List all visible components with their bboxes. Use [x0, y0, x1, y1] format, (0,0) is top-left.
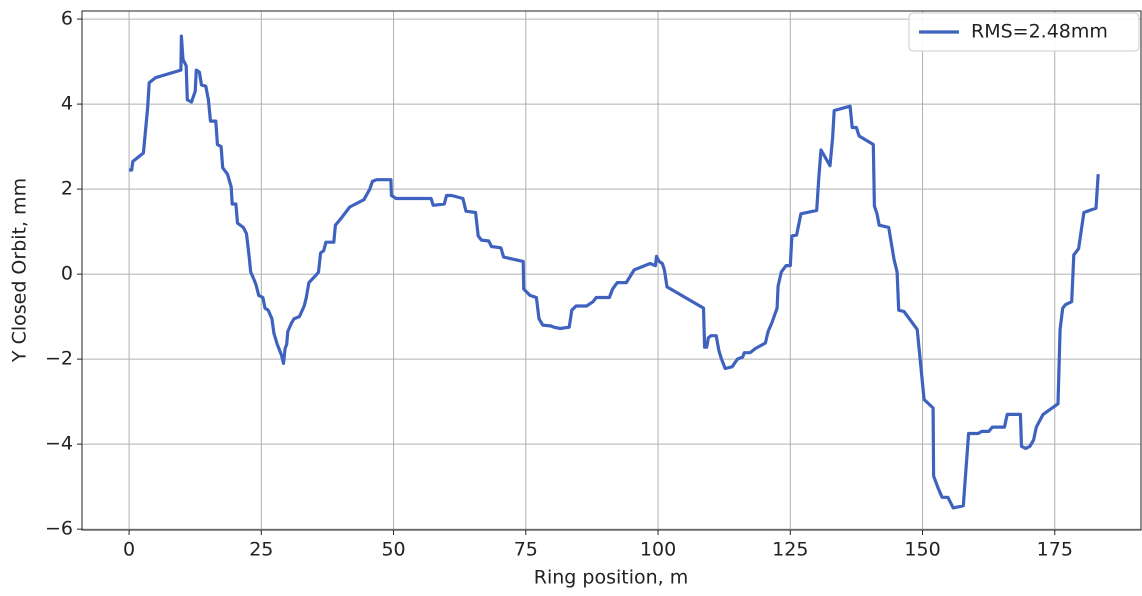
x-tick-label: 150 — [904, 539, 940, 561]
y-tick-label: 2 — [61, 178, 73, 200]
x-tick-label: 50 — [381, 539, 405, 561]
y-tick-label: −4 — [45, 433, 73, 455]
y-tick-label: −2 — [45, 348, 73, 370]
plot-frame — [81, 10, 1142, 531]
x-tick-label: 25 — [249, 539, 273, 561]
y-tick-label: −6 — [45, 518, 73, 540]
legend-box — [908, 12, 1140, 52]
x-tick-label: 75 — [514, 539, 538, 561]
legend: RMS=2.48mm — [908, 12, 1140, 52]
data-line — [129, 34, 1100, 510]
y-tick-label: 4 — [61, 93, 73, 115]
x-tick-label: 175 — [1037, 539, 1073, 561]
x-tick-label: 0 — [123, 539, 135, 561]
y-tick-label: 0 — [61, 263, 73, 285]
x-tick-label: 100 — [640, 539, 676, 561]
x-tick-label: 125 — [772, 539, 808, 561]
legend-label: RMS=2.48mm — [971, 21, 1108, 43]
y-tick-label: 6 — [61, 8, 73, 30]
x-axis-label: Ring position, m — [534, 567, 688, 589]
y-axis-label: Y Closed Orbit, mm — [9, 178, 31, 363]
